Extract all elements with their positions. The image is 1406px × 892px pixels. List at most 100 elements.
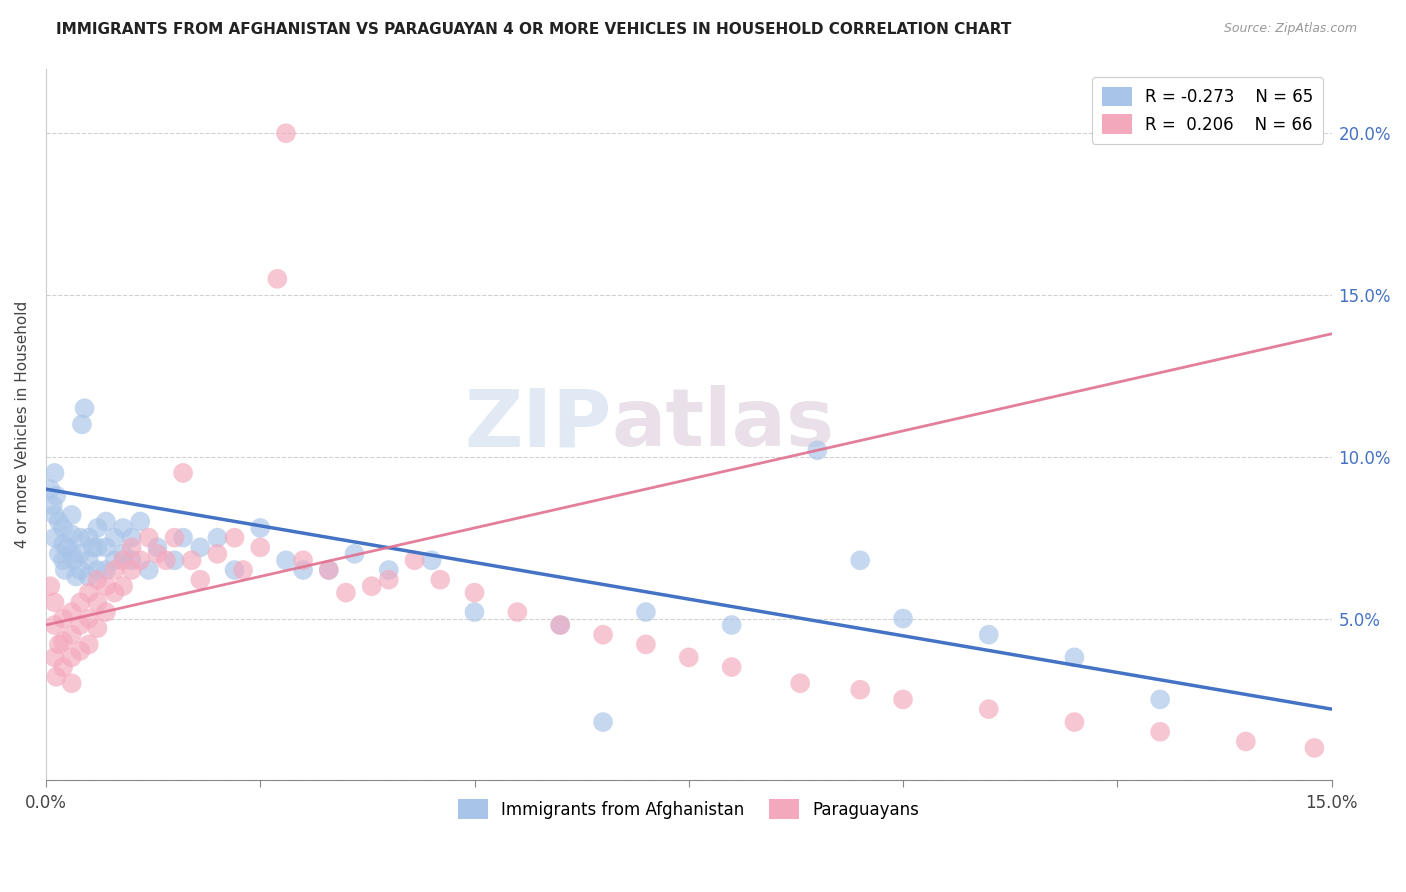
Point	[121, 553, 143, 567]
Point	[1149, 692, 1171, 706]
Point	[86, 521, 108, 535]
Point	[146, 547, 169, 561]
Point	[121, 563, 143, 577]
Point	[592, 714, 614, 729]
Point	[318, 563, 340, 577]
Point	[429, 573, 451, 587]
Point	[1303, 741, 1326, 756]
Point	[86, 595, 108, 609]
Point	[292, 553, 315, 567]
Point	[343, 547, 366, 561]
Point	[274, 553, 297, 567]
Point	[720, 618, 742, 632]
Point	[138, 563, 160, 577]
Point	[129, 515, 152, 529]
Point	[188, 541, 211, 555]
Point	[155, 553, 177, 567]
Point	[112, 521, 135, 535]
Point	[52, 634, 75, 648]
Point	[60, 508, 83, 522]
Point	[891, 611, 914, 625]
Point	[48, 515, 70, 529]
Point	[69, 644, 91, 658]
Point	[56, 541, 79, 555]
Point	[86, 563, 108, 577]
Point	[103, 553, 125, 567]
Point	[103, 585, 125, 599]
Point	[977, 628, 1000, 642]
Point	[45, 670, 67, 684]
Point	[420, 553, 443, 567]
Point	[224, 531, 246, 545]
Point	[634, 637, 657, 651]
Point	[62, 553, 84, 567]
Point	[73, 401, 96, 416]
Point	[69, 563, 91, 577]
Point	[39, 579, 62, 593]
Point	[506, 605, 529, 619]
Point	[849, 682, 872, 697]
Point	[65, 569, 87, 583]
Point	[172, 466, 194, 480]
Point	[69, 618, 91, 632]
Point	[77, 637, 100, 651]
Point	[318, 563, 340, 577]
Point	[172, 531, 194, 545]
Point	[548, 618, 571, 632]
Point	[335, 585, 357, 599]
Point	[146, 541, 169, 555]
Point	[138, 531, 160, 545]
Point	[1063, 650, 1085, 665]
Point	[60, 547, 83, 561]
Point	[129, 553, 152, 567]
Point	[77, 611, 100, 625]
Point	[274, 126, 297, 140]
Point	[463, 585, 485, 599]
Point	[1234, 734, 1257, 748]
Point	[69, 595, 91, 609]
Point	[1149, 724, 1171, 739]
Point	[69, 547, 91, 561]
Point	[44, 595, 66, 609]
Point	[94, 563, 117, 577]
Point	[77, 553, 100, 567]
Point	[52, 611, 75, 625]
Point	[720, 660, 742, 674]
Point	[77, 585, 100, 599]
Point	[44, 618, 66, 632]
Point	[86, 621, 108, 635]
Point	[94, 605, 117, 619]
Point	[53, 563, 76, 577]
Text: IMMIGRANTS FROM AFGHANISTAN VS PARAGUAYAN 4 OR MORE VEHICLES IN HOUSEHOLD CORREL: IMMIGRANTS FROM AFGHANISTAN VS PARAGUAYA…	[56, 22, 1011, 37]
Point	[592, 628, 614, 642]
Point	[463, 605, 485, 619]
Point	[634, 605, 657, 619]
Point	[60, 628, 83, 642]
Point	[44, 466, 66, 480]
Point	[70, 417, 93, 432]
Point	[180, 553, 202, 567]
Point	[60, 605, 83, 619]
Point	[44, 508, 66, 522]
Point	[360, 579, 382, 593]
Point	[52, 553, 75, 567]
Point	[60, 527, 83, 541]
Point	[112, 547, 135, 561]
Point	[86, 573, 108, 587]
Point	[121, 541, 143, 555]
Point	[77, 531, 100, 545]
Point	[378, 563, 401, 577]
Point	[52, 521, 75, 535]
Point	[188, 573, 211, 587]
Point	[207, 547, 229, 561]
Point	[404, 553, 426, 567]
Point	[678, 650, 700, 665]
Point	[44, 650, 66, 665]
Point	[292, 563, 315, 577]
Y-axis label: 4 or more Vehicles in Household: 4 or more Vehicles in Household	[15, 301, 30, 548]
Point	[45, 489, 67, 503]
Point	[232, 563, 254, 577]
Point	[77, 569, 100, 583]
Point	[249, 541, 271, 555]
Point	[266, 272, 288, 286]
